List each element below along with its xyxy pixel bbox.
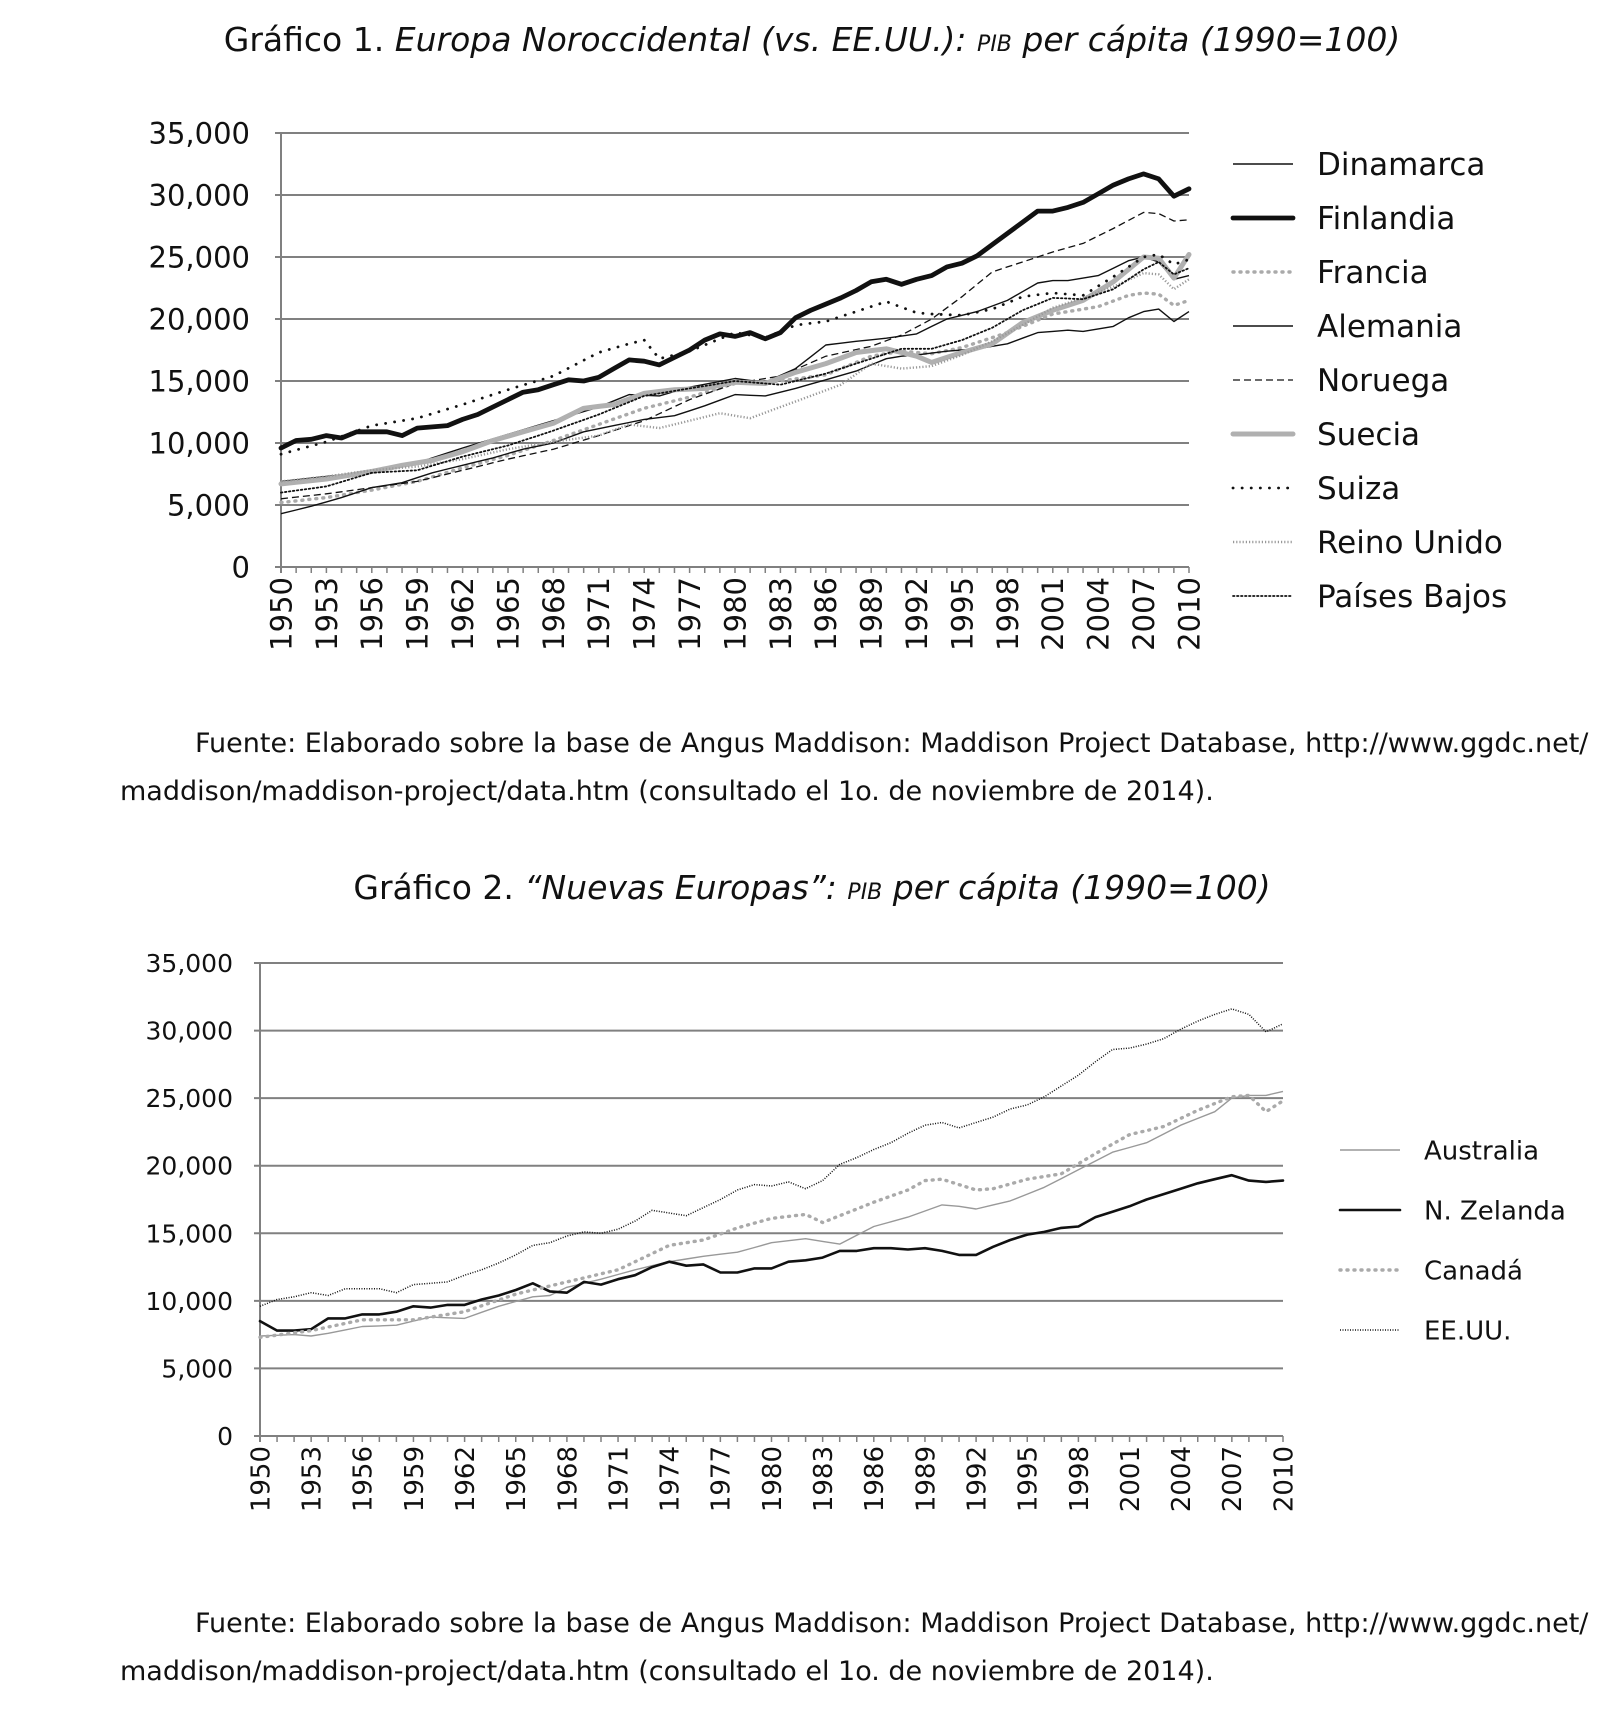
chart1-xtick-label: 2004 bbox=[1082, 577, 1116, 651]
chart2-xtick-label: 2010 bbox=[1269, 1446, 1299, 1512]
chart1-legend-label-suecia: Suecia bbox=[1317, 417, 1420, 453]
chart1-series-paises-bajos bbox=[280, 261, 1190, 494]
chart1-series-reino-unido bbox=[280, 271, 1190, 483]
chart2-legend-label-canada: Canadá bbox=[1424, 1256, 1523, 1286]
chart1-ytick-label: 25,000 bbox=[149, 240, 250, 274]
chart1-legend-label-suiza: Suiza bbox=[1317, 471, 1400, 507]
chart2-legend-label-n-zelanda: N. Zelanda bbox=[1424, 1196, 1566, 1226]
chart2-xtick-label: 1977 bbox=[707, 1446, 737, 1512]
chart2-ytick-label: 25,000 bbox=[146, 1084, 233, 1113]
chart2-xtick-label: 1998 bbox=[1065, 1446, 1095, 1512]
chart2-xtick-label: 1983 bbox=[809, 1446, 839, 1512]
chart1-ytick-label: 10,000 bbox=[149, 426, 250, 460]
chart1-xtick-label: 1974 bbox=[628, 577, 662, 651]
chart2-series-ee-uu bbox=[259, 1008, 1284, 1307]
chart2-xtick-label: 1968 bbox=[553, 1446, 583, 1512]
chart1-legend-label-reino-unido: Reino Unido bbox=[1317, 525, 1503, 561]
chart2-title-prefix: Gráfico 2. bbox=[353, 868, 514, 907]
chart1-series-suiza bbox=[279, 253, 1191, 456]
chart1-ytick-label: 30,000 bbox=[149, 178, 250, 212]
chart1-xtick-label: 1980 bbox=[718, 577, 752, 651]
chart1-ytick-label: 20,000 bbox=[149, 302, 250, 336]
chart2-xtick-label: 1965 bbox=[502, 1446, 532, 1512]
chart1-series-alemania bbox=[280, 308, 1190, 515]
chart1-xtick-label: 1953 bbox=[310, 577, 344, 651]
chart1-legend-label-dinamarca: Dinamarca bbox=[1317, 147, 1485, 183]
chart2-xtick-label: 1986 bbox=[860, 1446, 890, 1512]
chart2-xtick-label: 1950 bbox=[246, 1446, 276, 1512]
chart1-xtick-label: 1983 bbox=[764, 577, 798, 651]
chart2-xtick-label: 1971 bbox=[604, 1446, 634, 1512]
chart1-xtick-label: 2001 bbox=[1036, 577, 1070, 651]
chart2-source: Fuente: Elaborado sobre la base de Angus… bbox=[120, 1608, 1589, 1687]
chart1-source: Fuente: Elaborado sobre la base de Angus… bbox=[120, 728, 1589, 807]
chart1-xtick-label: 1959 bbox=[401, 577, 435, 651]
chart2-title-italic: “Nuevas Europas”: bbox=[524, 868, 837, 907]
chart1-xtick-label: 1956 bbox=[355, 577, 389, 651]
chart2-series-australia bbox=[259, 1090, 1284, 1337]
chart1-xtick-label: 1995 bbox=[945, 577, 979, 651]
chart2-xtick-label: 2004 bbox=[1167, 1446, 1197, 1512]
chart1-title: Gráfico 1. Europa Noroccidental (vs. EE.… bbox=[0, 20, 1624, 59]
chart1-ytick-label: 35,000 bbox=[149, 116, 250, 150]
chart1-xtick-label: 1989 bbox=[855, 577, 889, 651]
chart1-legend-label-francia: Francia bbox=[1317, 255, 1429, 291]
chart2: 0 5,000 10,000 15,000 20,000 25,000 30,000 35,0… bbox=[146, 949, 1566, 1512]
chart1-xtick-label: 1950 bbox=[264, 577, 298, 651]
chart1-xtick-label: 2010 bbox=[1172, 577, 1206, 651]
chart1: 0 5,000 10,000 15,000 20,000 25,000 30,000 35,0… bbox=[149, 116, 1508, 651]
chart1-legend-label-paises-bajos: Países Bajos bbox=[1317, 579, 1507, 615]
chart2-xtick-label: 1989 bbox=[911, 1446, 941, 1512]
chart1-xtick-label: 1965 bbox=[491, 577, 525, 651]
chart1-xtick-label: 1968 bbox=[537, 577, 571, 651]
chart1-series-finlandia bbox=[278, 171, 1192, 451]
chart1-xtick-label: 1986 bbox=[809, 577, 843, 651]
chart2-ytick-label: 5,000 bbox=[161, 1354, 233, 1383]
chart2-xtick-label: 2007 bbox=[1218, 1446, 1248, 1512]
chart1-xtick-label: 1977 bbox=[673, 577, 707, 651]
chart1-title-italic: Europa Noroccidental (vs. EE.UU.): bbox=[394, 20, 967, 59]
chart2-ytick-label: 35,000 bbox=[146, 949, 233, 978]
chart2-xtick-label: 1995 bbox=[1014, 1446, 1044, 1512]
chart2-ytick-label: 0 bbox=[217, 1422, 233, 1451]
chart1-xtick-label: 1998 bbox=[991, 577, 1025, 651]
chart1-series-suecia bbox=[278, 252, 1192, 487]
chart2-title: Gráfico 2. “Nuevas Europas”: PIB per cáp… bbox=[0, 868, 1624, 907]
chart2-legend-label-ee-uu: EE.UU. bbox=[1424, 1316, 1511, 1346]
chart1-series-dinamarca bbox=[280, 256, 1190, 483]
chart2-xtick-label: 1980 bbox=[758, 1446, 788, 1512]
chart2-legend-label-australia: Australia bbox=[1424, 1136, 1539, 1166]
chart1-ytick-label: 15,000 bbox=[149, 364, 250, 398]
chart2-xtick-label: 1959 bbox=[400, 1446, 430, 1512]
chart2-xtick-label: 1953 bbox=[298, 1446, 328, 1512]
chart1-series-noruega bbox=[280, 211, 1190, 500]
chart1-series-francia bbox=[279, 291, 1191, 505]
chart1-xtick-label: 1962 bbox=[446, 577, 480, 651]
chart1-title-suffix: per cápita (1990=100) bbox=[1022, 20, 1401, 59]
chart2-ytick-label: 10,000 bbox=[146, 1287, 233, 1316]
chart2-xtick-label: 1962 bbox=[451, 1446, 481, 1512]
chart2-title-suffix: per cápita (1990=100) bbox=[892, 868, 1271, 907]
chart1-xtick-label: 1992 bbox=[900, 577, 934, 651]
chart2-xtick-label: 1956 bbox=[349, 1446, 379, 1512]
chart1-title-prefix: Gráfico 1. bbox=[223, 20, 385, 59]
chart1-legend-label-alemania: Alemania bbox=[1317, 309, 1462, 345]
chart2-title-abbr: PIB bbox=[847, 880, 883, 905]
chart1-title-abbr: PIB bbox=[977, 32, 1012, 57]
chart2-xtick-label: 1992 bbox=[962, 1446, 992, 1512]
chart2-ytick-label: 15,000 bbox=[146, 1219, 233, 1248]
chart2-ytick-label: 30,000 bbox=[146, 1017, 233, 1046]
chart2-ytick-label: 20,000 bbox=[146, 1152, 233, 1181]
chart1-ytick-label: 5,000 bbox=[167, 488, 250, 522]
chart1-xtick-label: 2007 bbox=[1127, 577, 1161, 651]
chart1-xtick-label: 1971 bbox=[582, 577, 616, 651]
chart1-legend-label-noruega: Noruega bbox=[1317, 363, 1449, 399]
chart2-xtick-label: 1974 bbox=[656, 1446, 686, 1512]
chart1-legend-label-finlandia: Finlandia bbox=[1317, 201, 1455, 237]
chart1-ytick-label: 0 bbox=[232, 550, 250, 584]
chart2-xtick-label: 2001 bbox=[1116, 1446, 1146, 1512]
chart2-series-n-zelanda bbox=[258, 1173, 1285, 1332]
